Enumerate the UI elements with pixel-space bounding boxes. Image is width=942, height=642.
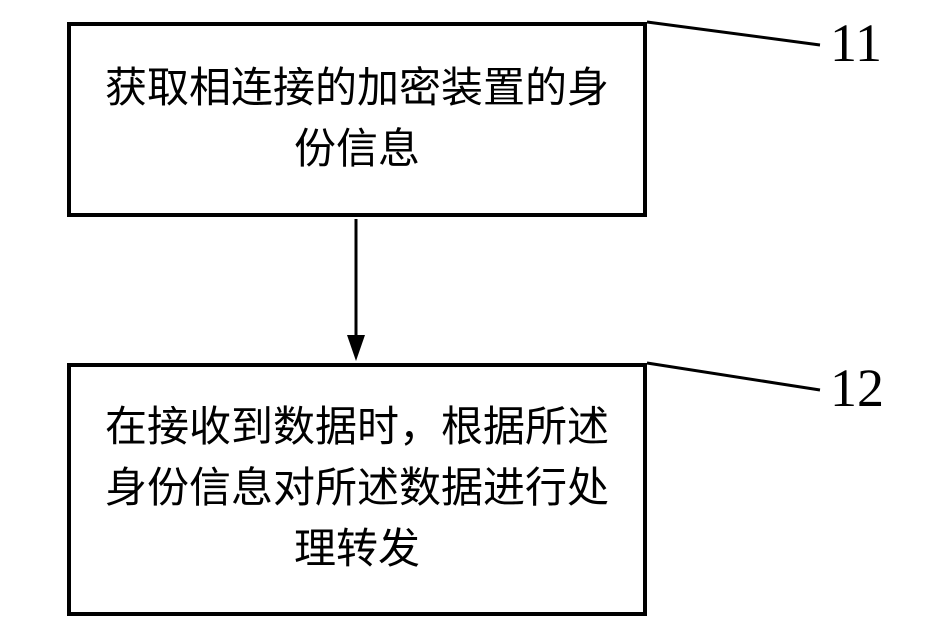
connector-overlay bbox=[0, 0, 942, 642]
flowchart-canvas: 获取相连接的加密装置的身份信息 在接收到数据时，根据所述身份信息对所述数据进行处… bbox=[0, 0, 942, 642]
